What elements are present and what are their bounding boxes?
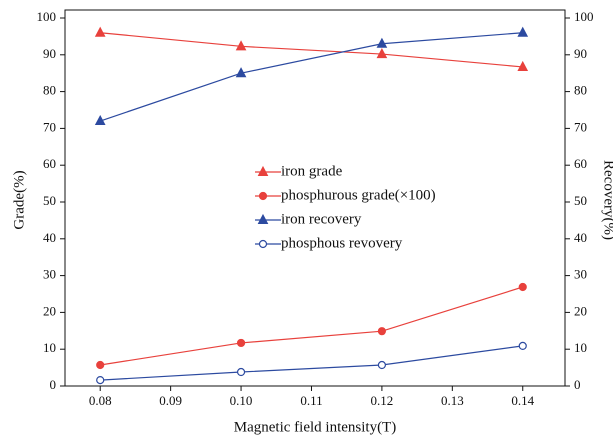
legend-label: iron recovery <box>281 211 362 227</box>
y-tick-label: 50 <box>43 193 56 208</box>
y-tick-label: 60 <box>43 156 56 171</box>
y-tick-label: 80 <box>43 83 56 98</box>
y-tick-label: 20 <box>43 303 56 318</box>
y2-tick-label: 70 <box>574 119 587 134</box>
series-line <box>100 32 523 68</box>
x-tick-label: 0.13 <box>441 393 464 408</box>
y2-tick-label: 40 <box>574 230 587 245</box>
x-tick-label: 0.09 <box>159 393 182 408</box>
legend-label: phosphous revovery <box>281 235 403 251</box>
y2-axis-label: Recovery(%) <box>601 160 613 240</box>
marker <box>377 327 387 336</box>
marker <box>236 367 246 377</box>
marker <box>96 360 105 370</box>
y2-tick-label: 30 <box>574 267 587 282</box>
marker <box>235 67 247 78</box>
y-tick-label: 0 <box>50 377 57 392</box>
y2-tick-label: 80 <box>574 83 587 98</box>
marker <box>94 26 106 37</box>
series-line <box>100 286 523 366</box>
y2-tick-label: 20 <box>574 303 587 318</box>
y-tick-label: 40 <box>43 230 56 245</box>
y-tick-label: 90 <box>43 46 56 61</box>
marker <box>376 37 388 48</box>
y2-tick-label: 0 <box>574 377 581 392</box>
y2-tick-label: 60 <box>574 156 587 171</box>
y-axis-label: Grade(%) <box>11 170 27 229</box>
marker <box>376 47 388 59</box>
marker <box>235 40 247 51</box>
x-tick-label: 0.08 <box>89 393 112 408</box>
legend-label: iron grade <box>281 163 343 179</box>
y2-tick-label: 100 <box>574 9 594 24</box>
marker <box>517 26 529 37</box>
legend-marker <box>258 239 268 249</box>
legend-marker <box>257 165 269 176</box>
series-line <box>100 345 523 381</box>
marker <box>236 338 246 348</box>
x-tick-label: 0.12 <box>371 393 394 408</box>
marker <box>518 341 527 350</box>
marker <box>94 114 106 126</box>
plot-frame <box>64 9 566 387</box>
y2-tick-label: 90 <box>574 46 587 61</box>
legend-marker <box>257 213 269 224</box>
marker <box>518 282 527 292</box>
series-line <box>100 32 523 122</box>
y-tick-label: 100 <box>37 9 57 24</box>
x-tick-label: 0.11 <box>300 393 322 408</box>
y2-tick-label: 50 <box>574 193 587 208</box>
y2-tick-label: 10 <box>574 340 587 355</box>
x-axis-label: Magnetic field intensity(T) <box>234 419 396 435</box>
y-tick-label: 30 <box>43 267 56 282</box>
x-tick-label: 0.14 <box>511 393 534 408</box>
marker <box>377 360 387 370</box>
marker <box>96 376 105 385</box>
legend-marker <box>258 191 268 201</box>
x-tick-label: 0.10 <box>230 393 253 408</box>
y-tick-label: 10 <box>43 340 56 355</box>
legend-label: phosphurous grade(×100) <box>281 187 436 203</box>
marker <box>517 60 529 71</box>
y-tick-label: 70 <box>43 119 56 134</box>
